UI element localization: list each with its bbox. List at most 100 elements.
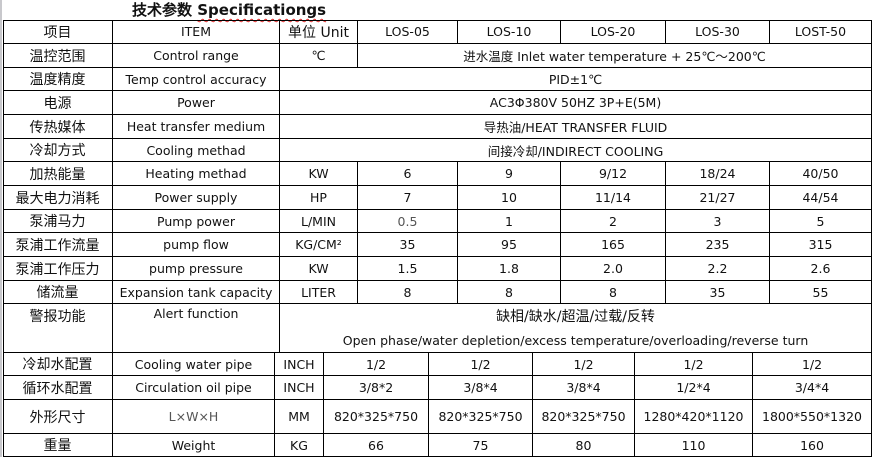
row-label-en: Circulation oil pipe [113,376,275,400]
row-value: 7 [358,186,458,210]
row-value: 1.8 [458,257,561,281]
row-label-cn: 储流量 [3,281,113,304]
row-label-cn: 警报功能 [3,304,113,353]
row-label-cn: 泵浦工作压力 [3,257,113,281]
row-label-cn: 冷却方式 [3,139,113,162]
row-span-value: 间接冷却/INDIRECT COOLING [280,139,872,162]
row-value: 8 [358,281,458,304]
row-value: 1/2 [753,353,872,376]
header-model: LOS-20 [561,20,666,44]
row-value: 2 [561,210,666,233]
header-model: LOS-30 [666,20,770,44]
row-label-en: Cooling methad [113,139,280,162]
row-label-cn: 最大电力消耗 [3,186,113,210]
row-value: 9 [458,162,561,186]
row-label-en-text: pump flow [163,237,229,252]
row-value: 2.2 [666,257,770,281]
header-item-cn: 项目 [3,20,113,44]
row-unit: L/MIN [280,210,358,233]
window-edge [0,0,2,457]
header-model: LOS-05 [358,20,458,44]
row-value: 3/8*4 [429,376,533,400]
header-unit: 单位 Unit [280,20,358,44]
row-label-en-text: Cooling water pipe [134,356,253,372]
row-unit: INCH [275,376,324,400]
row-value: 1280*420*1120 [635,400,753,434]
row-label-cn: 加热能量 [3,162,113,186]
row-label-en-text: Heating methad [145,166,247,181]
row-value: 11/14 [561,186,666,210]
row-label-en: pump pressure [113,257,280,281]
row-value: 820*325*750 [533,400,635,434]
row-value: 1/2*4 [635,376,753,400]
row-value: 1/2 [635,353,753,376]
row-label-en-text: Control range [153,48,239,63]
row-label-en-text: Expansion tank capacity [119,284,273,300]
row-value: 1800*550*1320 [753,400,872,434]
row-span-value: PID±1℃ [280,68,872,91]
row-value: 66 [324,434,429,457]
title-cn: 技术参数 [132,1,193,19]
row-value: 9/12 [561,162,666,186]
row-label-en: Power supply [113,186,280,210]
title-en: Specificationgs [197,1,327,19]
row-label-cn: 外形尺寸 [3,400,113,434]
alert-line: 缺相/缺水/超温/过载/反转 [496,309,655,325]
row-label-en: Power [113,91,280,115]
row-value: 315 [770,233,872,257]
row-label-en: Control range [113,44,280,68]
row-label-en: L×W×H [113,400,275,434]
row-value: 95 [458,233,561,257]
row-value: 110 [635,434,753,457]
row-label-en-text: Heat transfer medium [126,119,266,134]
row-label-en: Temp control accuracy [113,68,280,91]
row-label-en-text: L×W×H [168,409,219,424]
row-value: 1.5 [358,257,458,281]
row-label-cn: 温控范围 [3,44,113,68]
row-label-en: Expansion tank capacity [113,281,280,304]
row-value: 3 [666,210,770,233]
row-value: 8 [458,281,561,304]
row-label-cn: 泵浦工作流量 [3,233,113,257]
row-span-value: 进水温度 Inlet water temperature + 25℃～200℃ [358,44,872,68]
row-label-en-text: pump pressure [149,261,243,276]
row-label-en-text: Power [177,95,215,110]
header-model: LOS-10 [458,20,561,44]
row-span-value: AC3Φ380V 50HZ 3P+E(5M) [280,91,872,115]
row-label-cn: 重量 [3,434,113,457]
row-value: 3/8*2 [324,376,429,400]
row-value: 1/2 [533,353,635,376]
row-value: 44/54 [770,186,872,210]
row-label-en-text: Pump power [157,213,235,229]
row-label-en: Pump power [113,210,280,233]
row-value: 160 [753,434,872,457]
row-value: 1 [458,210,561,233]
row-unit: HP [280,186,358,210]
row-label-en: Cooling water pipe [113,353,275,376]
row-unit: KW [280,162,358,186]
row-label-en: Weight [113,434,275,457]
alert-line: Open phase/water depletion/excess temper… [342,333,809,348]
row-value: 2.0 [561,257,666,281]
row-label-cn: 冷却水配置 [3,353,113,376]
row-label-cn: 传热媒体 [3,115,113,139]
row-unit: KW [280,257,358,281]
row-value: 35 [666,281,770,304]
row-value: 21/27 [666,186,770,210]
header-model: LOST-50 [770,20,872,44]
row-label-en: Heating methad [113,162,280,186]
row-label-en: pump flow [113,233,280,257]
row-value: 235 [666,233,770,257]
row-value: 1/2 [429,353,533,376]
header-item-en: ITEM [113,20,280,44]
row-value: 3/8*4 [533,376,635,400]
row-value: 6 [358,162,458,186]
row-value: 35 [358,233,458,257]
row-label-en-text: Temp control accuracy [125,71,267,87]
row-unit: MM [275,400,324,434]
row-unit: KG/CM² [280,233,358,257]
row-label-en-text: Power supply [154,190,238,205]
row-value: 80 [533,434,635,457]
row-unit: ℃ [280,44,358,68]
row-value: 820*325*750 [429,400,533,434]
